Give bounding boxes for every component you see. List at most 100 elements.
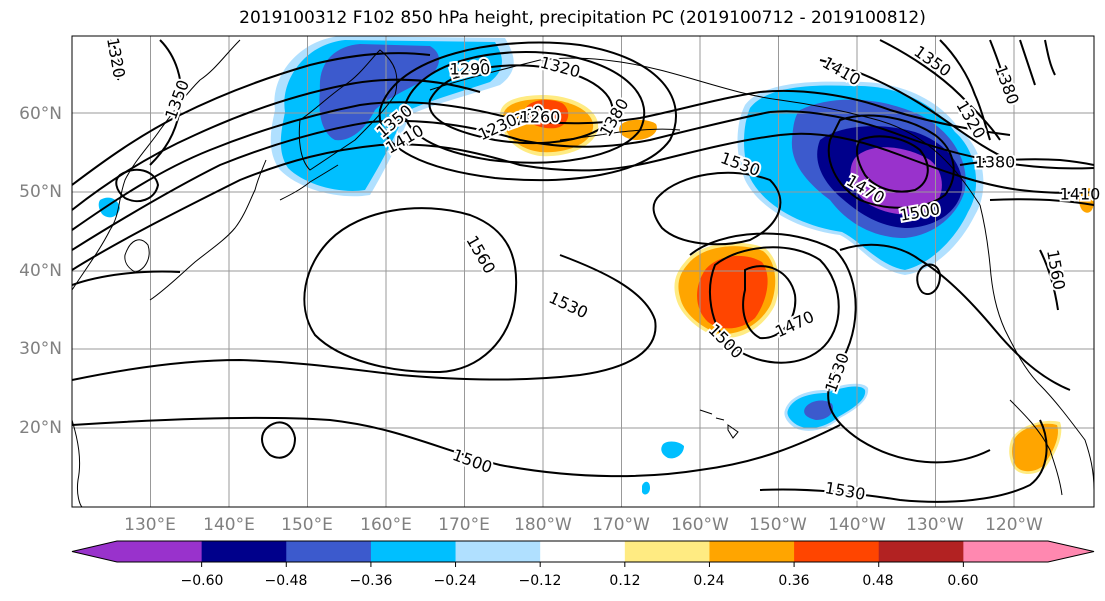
contour-trough-2 [72, 111, 771, 251]
contour-low-ring-1 [428, 64, 614, 145]
colorbar-tick-label: −0.36 [349, 573, 393, 589]
contour-ne-2 [769, 110, 1094, 170]
colorbar-segment [455, 541, 541, 562]
shade-purple-ne [850, 147, 942, 215]
colorbar-segment [624, 541, 710, 562]
colorbar-segment [201, 541, 287, 562]
contour-1350-nw [149, 39, 183, 166]
contour-label: 1410 [1060, 185, 1101, 204]
colorbar-segment [286, 541, 372, 562]
contour-1410-east [989, 198, 1094, 206]
colorbar-outline [71, 540, 1095, 563]
shade-royalblue-hi [804, 400, 834, 420]
shade-skyblue-small1 [661, 441, 684, 459]
colorbar-max-arrow [1048, 541, 1094, 562]
contour-1560-closed [303, 207, 518, 374]
contour-trough-5 [72, 52, 431, 186]
coast-west-na [979, 204, 1094, 491]
contour-1470 [742, 265, 797, 340]
contour-ne-5 [856, 135, 929, 193]
contour-1530-closed-n [652, 171, 782, 246]
colorbar [71, 540, 1095, 567]
colorbar-segment [117, 541, 203, 562]
contour-ne-3 [759, 89, 1011, 136]
colorbar-tick-label: 0.36 [778, 573, 810, 589]
contour-1230-ne [1044, 39, 1056, 76]
contour-1260-ne [1019, 39, 1036, 86]
contour-1410-ne [819, 59, 1011, 161]
colorbar-tick-label: −0.60 [180, 573, 224, 589]
lon-label-130w: 130°W [906, 515, 964, 535]
contour-label: 1530 [546, 288, 591, 322]
contour-label: 1560 [462, 232, 499, 277]
contour-1350-ne [879, 39, 1001, 141]
shade-skyblue-small2 [642, 481, 650, 495]
colorbar-segment [540, 541, 626, 562]
contour-label: 1290 [450, 60, 491, 79]
colorbar-segment [963, 541, 1049, 562]
coast-hawaii [699, 409, 739, 439]
lon-label-120w: 120°W [985, 515, 1043, 535]
contour-small-ring-mid [916, 263, 942, 295]
colorbar-min-arrow [72, 541, 117, 562]
contour-low-ring-2 [403, 51, 646, 164]
shade-orange-small [619, 119, 657, 140]
lon-label-160e: 160°E [360, 515, 412, 535]
contour-label: 1500 [450, 445, 495, 477]
lon-label-170w: 170°W [592, 515, 650, 535]
contour-label: 1320 [103, 36, 129, 79]
contour-ring-west [72, 270, 181, 286]
colorbar-tick-label: 0.48 [862, 573, 894, 589]
precip-shading [98, 36, 1094, 495]
contour-label: 1260 [520, 108, 561, 127]
colorbar-segment [878, 541, 964, 562]
lat-label-60n: 60°N [19, 104, 62, 124]
contour-trough-3 [72, 91, 761, 231]
coast-japan [149, 159, 267, 301]
colorbar-tick-label: −0.24 [433, 573, 477, 589]
coast-baja [1009, 399, 1063, 496]
lat-label-50n: 50°N [19, 182, 62, 202]
height-contours [72, 39, 1094, 503]
colorbar-tick-label: 0.24 [693, 573, 725, 589]
contour-ne-4 [827, 114, 955, 209]
lon-label-180w: 180°W [514, 515, 572, 535]
contour-low-ring-3 [378, 41, 677, 182]
contour-1320-nw [109, 39, 121, 81]
lat-label-20n: 20°N [19, 418, 62, 438]
contour-small-ring-nw [115, 168, 160, 203]
lon-label-160w: 160°W [671, 515, 729, 535]
coast-alaska [429, 57, 981, 206]
contour-label: 1380 [991, 62, 1023, 107]
contour-1560-east-coast [1039, 249, 1059, 311]
map-title: 2019100312 F102 850 hPa height, precipit… [239, 8, 926, 28]
contour-trough-1 [72, 134, 781, 271]
coast-east-asia [72, 39, 241, 291]
contour-label: 1350 [161, 77, 193, 122]
contour-1530-cutoff [689, 232, 991, 464]
shade-orange-east [1079, 188, 1094, 213]
contour-label: 1530 [823, 478, 866, 504]
lon-label-170e: 170°E [438, 515, 490, 535]
lat-label-30n: 30°N [19, 339, 62, 359]
shade-skyblue-small3 [98, 197, 120, 218]
coast-korea [124, 239, 150, 273]
shade-orangered-subtrop [697, 255, 768, 329]
contour-1500-cutoff [709, 246, 840, 364]
contour-small-ring-sw [261, 421, 297, 459]
contour-1380-ne [959, 158, 1094, 166]
lon-label-130e: 130°E [124, 515, 176, 535]
contour-1500-south [72, 416, 841, 478]
lon-label-150w: 150°W [749, 515, 807, 535]
contour-1530-far-south [759, 419, 1048, 503]
colorbar-segment [370, 541, 457, 562]
colorbar-segment [709, 541, 795, 562]
colorbar-tick-label: −0.12 [518, 573, 562, 589]
coast-philippines [72, 419, 83, 507]
lon-label-140w: 140°W [828, 515, 886, 535]
shade-royalblue-nw [319, 44, 440, 141]
colorbar-tick-label: 0.12 [609, 573, 641, 589]
lat-label-40n: 40°N [19, 261, 62, 281]
